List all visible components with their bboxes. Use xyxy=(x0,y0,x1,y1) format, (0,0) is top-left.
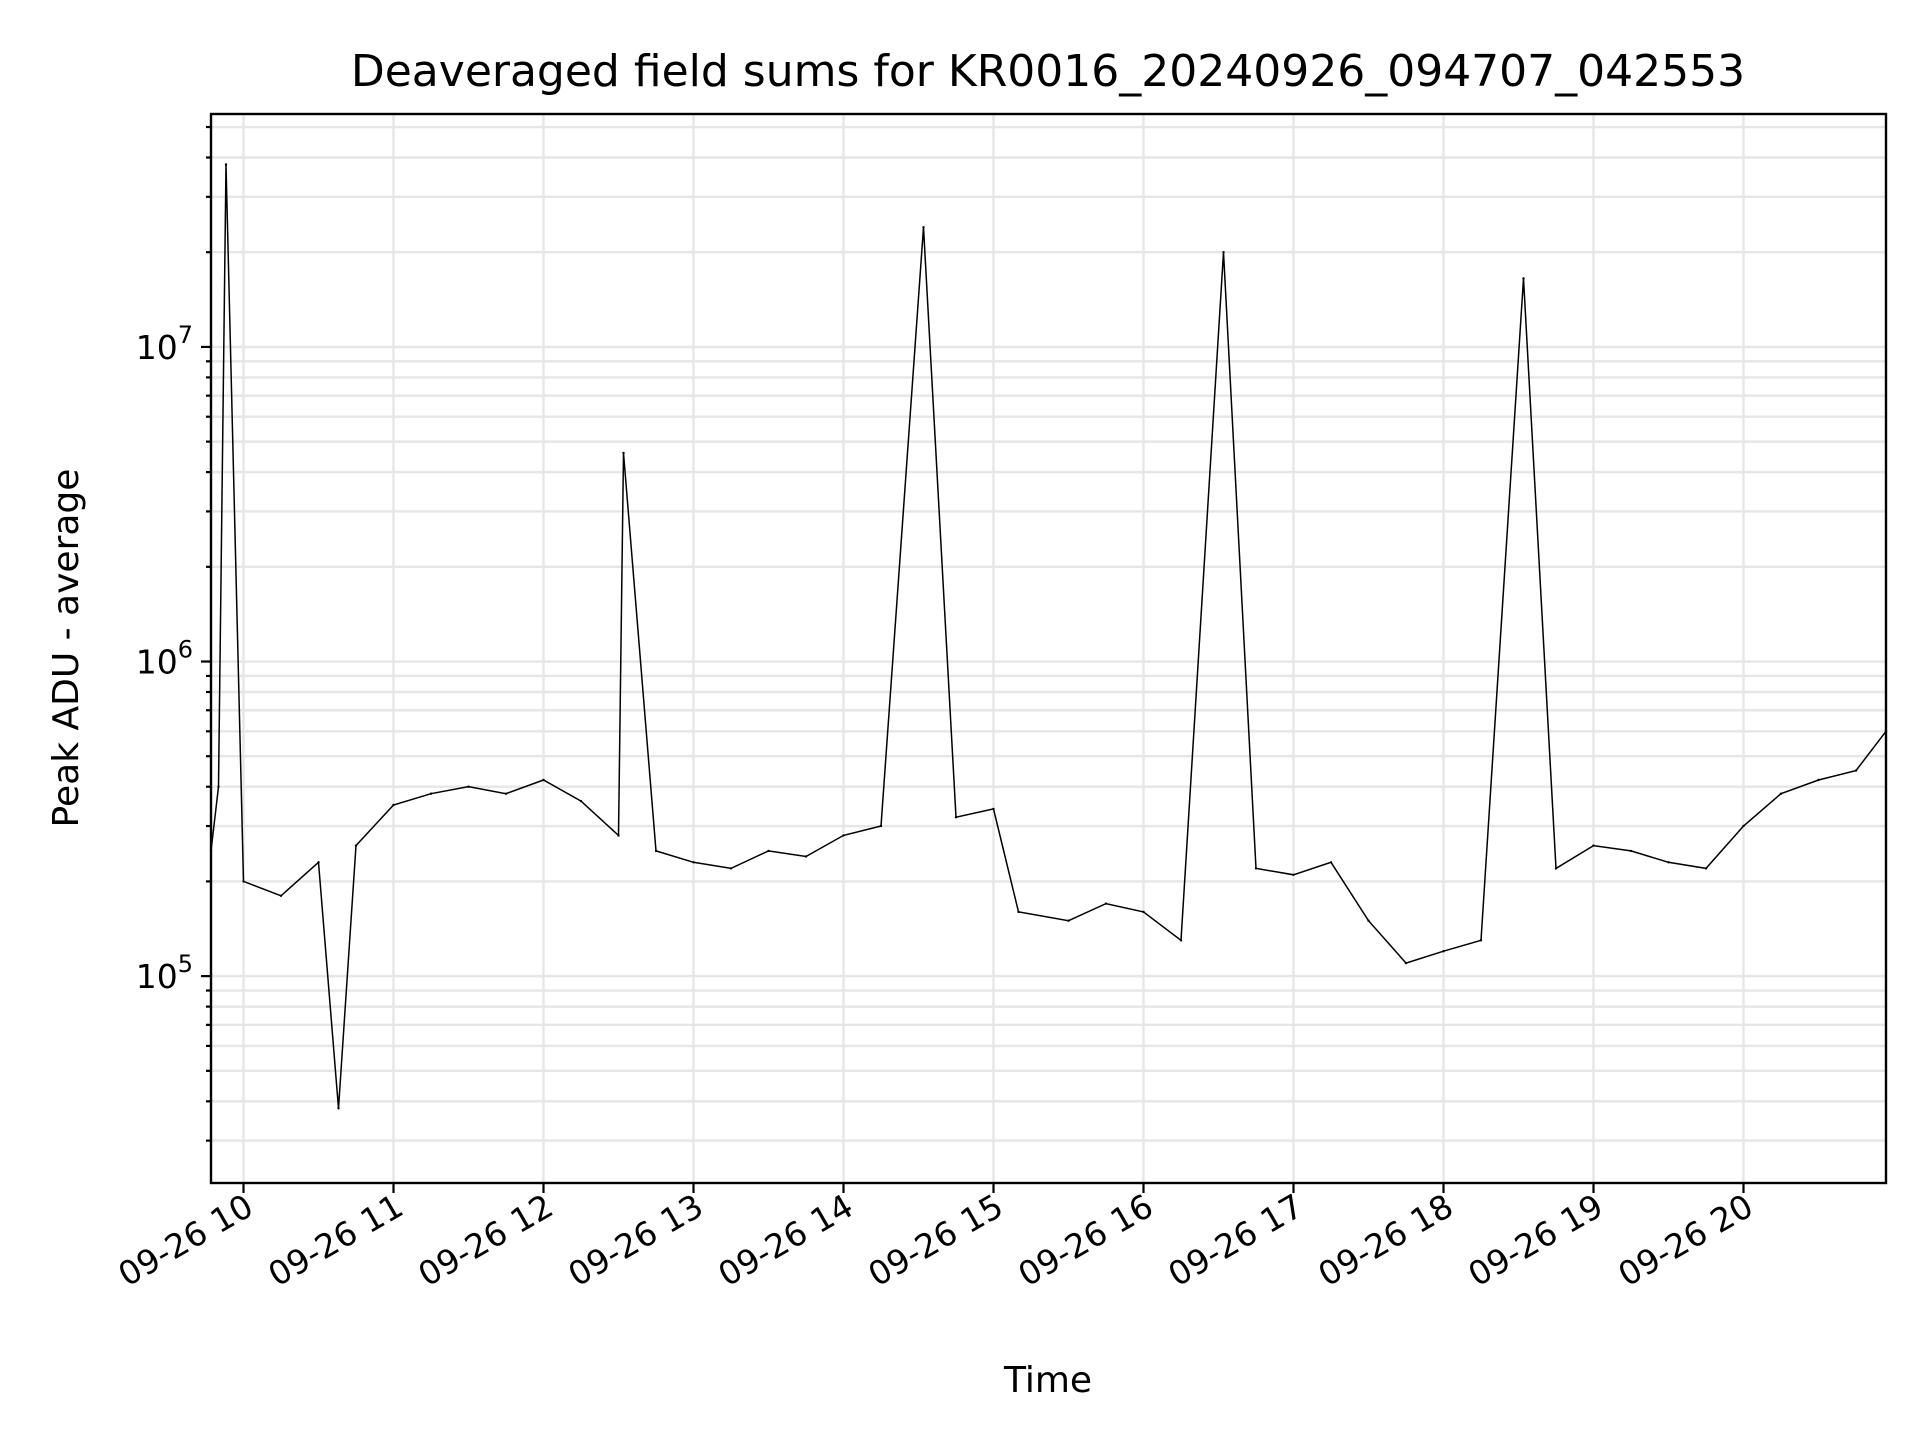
data-point xyxy=(879,824,883,828)
y-tick-label: 105 xyxy=(136,950,193,996)
y-tick-base: 10 xyxy=(136,643,178,682)
data-point xyxy=(922,226,925,229)
data-point xyxy=(217,785,220,788)
data-point xyxy=(1292,873,1295,876)
y-tick-base: 10 xyxy=(136,957,178,996)
data-point xyxy=(1179,939,1183,942)
data-point xyxy=(1479,939,1483,942)
x-axis-label: Time xyxy=(1003,1360,1092,1401)
data-point xyxy=(1779,792,1783,795)
y-tick-exponent: 5 xyxy=(178,950,193,978)
data-point xyxy=(242,880,245,883)
data-point xyxy=(1592,844,1595,847)
plot-frame xyxy=(209,112,1888,1185)
data-point xyxy=(542,778,545,782)
y-tick-base: 10 xyxy=(136,328,178,367)
y-tick-label: 106 xyxy=(136,636,193,682)
data-point xyxy=(617,834,620,837)
data-point xyxy=(224,163,228,166)
data-point xyxy=(579,799,583,803)
data-point xyxy=(392,803,395,807)
data-point xyxy=(1104,902,1108,905)
data-point xyxy=(467,785,470,788)
y-tick-exponent: 7 xyxy=(178,321,193,349)
data-point xyxy=(804,855,808,858)
series-layer xyxy=(209,163,1888,1110)
data-point xyxy=(1667,861,1670,864)
y-tick-exponent: 6 xyxy=(178,636,193,664)
data-point xyxy=(1854,769,1858,772)
data-point xyxy=(842,834,845,837)
data-point xyxy=(1067,919,1070,922)
grid-layer xyxy=(211,114,1886,1183)
data-point xyxy=(429,792,433,795)
data-point xyxy=(729,867,733,870)
data-point xyxy=(767,849,770,853)
data-point xyxy=(1442,950,1445,953)
data-point xyxy=(279,894,283,897)
data-point xyxy=(622,451,625,455)
data-point xyxy=(1142,910,1145,914)
data-point xyxy=(1554,867,1558,870)
data-point xyxy=(1742,824,1745,828)
data-point xyxy=(1254,867,1258,870)
data-point xyxy=(1522,277,1525,280)
chart-title: Deaveraged field sums for KR0016_2024092… xyxy=(351,46,1745,97)
data-point xyxy=(1404,961,1408,965)
y-axis-label: Peak ADU - average xyxy=(46,469,87,828)
data-point xyxy=(317,861,320,864)
data-point xyxy=(692,861,695,864)
data-point xyxy=(1817,778,1820,782)
data-point xyxy=(337,1107,340,1110)
data-point xyxy=(1329,861,1333,864)
data-point xyxy=(504,792,508,795)
data-point xyxy=(354,844,358,847)
data-point xyxy=(1222,251,1225,254)
data-point xyxy=(654,849,658,853)
data-point xyxy=(1367,919,1370,922)
data-point xyxy=(954,816,958,819)
data-point xyxy=(1704,867,1708,870)
series-line xyxy=(210,164,1887,1109)
data-point xyxy=(992,807,995,811)
data-point xyxy=(1017,910,1020,914)
y-tick-label: 107 xyxy=(136,321,193,367)
data-point xyxy=(1629,849,1633,853)
